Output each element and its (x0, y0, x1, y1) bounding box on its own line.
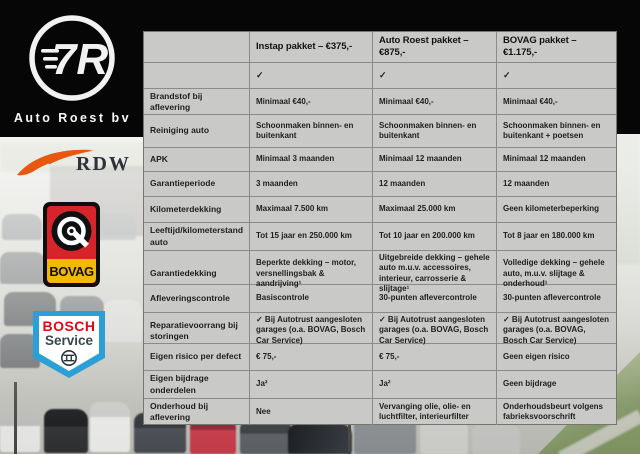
cell: Tot 8 jaar en 180.000 km (503, 231, 595, 241)
cell: 30-punten aflevercontrole (503, 293, 601, 303)
cell: Beperkte dekking – motor, versnellingsba… (250, 251, 373, 297)
cell: 12 maanden (503, 178, 550, 188)
cell: 3 maanden (250, 172, 373, 196)
table-row: Reiniging auto Schoonmaken binnen- en bu… (144, 115, 616, 148)
table-row: Onderhoud bij aflevering Nee Vervanging … (144, 399, 616, 426)
cell: Schoonmaken binnen- en buitenkant (250, 115, 373, 147)
auto-roest-logo: 7R (29, 15, 115, 101)
bosch-shield: BOSCH Service (39, 316, 99, 371)
table-row: Garantieperiode 3 maanden 12 maanden 12 … (144, 172, 616, 197)
cell: Schoonmaken binnen- en buitenkant + poet… (503, 120, 601, 140)
cell: Ja² (250, 371, 373, 398)
row-label: Leeftijd/kilometerstand auto (144, 223, 250, 250)
row-label: Eigen bijdrage onderdelen (144, 371, 250, 398)
row-label: APK (144, 148, 250, 171)
cell: € 75,- (250, 344, 373, 370)
cell: Geen bijdrage (503, 379, 557, 389)
logo-circle (29, 15, 115, 101)
row-label: Reparatievoorrang bij storingen (144, 313, 250, 349)
bosch-armature-icon (61, 349, 77, 366)
header-backdrop-right (616, 0, 640, 134)
cell: Maximaal 25.000 km (373, 197, 497, 222)
cell: Schoonmaken binnen- en buitenkant (373, 115, 497, 147)
check-cell: ✓ (250, 63, 373, 88)
row-label: Onderhoud bij aflevering (144, 399, 250, 426)
header-cell-instap: Instap pakket – €375,- (250, 32, 373, 62)
rdw-wordmark: RDW (76, 153, 130, 175)
cell: Minimaal €40,- (250, 89, 373, 116)
cell: Geen kilometerbeperking (503, 204, 600, 214)
cell: Maximaal 7.500 km (250, 197, 373, 222)
cell: 12 maanden (373, 172, 497, 196)
table-row: Eigen risico per defect € 75,- € 75,- Ge… (144, 344, 616, 371)
company-name: Auto Roest bv (13, 111, 132, 125)
cell: Volledige dekking – gehele auto, m.u.v. … (503, 258, 605, 288)
bovag-wordmark: BOVAG (49, 263, 94, 279)
row-label: Kilometerdekking (144, 197, 250, 222)
row-label: Garantieperiode (144, 172, 250, 196)
cell: € 75,- (373, 344, 497, 370)
bovag-emblem (47, 206, 96, 259)
bovag-wordmark-band: BOVAG (47, 259, 96, 283)
speed-line (43, 57, 58, 61)
table-row: Leeftijd/kilometerstand auto Tot 15 jaar… (144, 223, 616, 251)
row-label (144, 63, 250, 88)
table-row: Brandstof bij aflevering Minimaal €40,- … (144, 89, 616, 116)
header-cell-bovag: BOVAG pakket – €1.175,- (503, 34, 577, 58)
cell: Minimaal 3 maanden (250, 148, 373, 171)
speed-line (45, 65, 57, 69)
cell: Onderhoudsbeurt volgens fabrieksvoorschr… (503, 401, 604, 422)
cell: Ja² (373, 371, 497, 398)
check-cell: ✓ (503, 69, 511, 80)
logo-monogram: 7R (52, 35, 108, 84)
check-cell: ✓ (373, 63, 497, 88)
cell: Uitgebreide dekking – gehele auto m.u.v.… (373, 251, 497, 297)
cell: Vervanging olie, olie- en luchtfilter, i… (373, 399, 497, 426)
rdw-wing (17, 149, 94, 176)
header-cell-auto-roest: Auto Roest pakket – €875,- (373, 32, 497, 62)
row-label: Reiniging auto (144, 115, 250, 147)
cell: Minimaal 12 maanden (503, 154, 586, 164)
package-comparison-table: Instap pakket – €375,- Auto Roest pakket… (143, 31, 617, 426)
bovag-key-icon (51, 211, 92, 251)
table-row: Kilometerdekking Maximaal 7.500 km Maxim… (144, 197, 616, 223)
cell: Minimaal 12 maanden (373, 148, 497, 171)
speed-line (41, 49, 59, 53)
rdw-logo: RDW (17, 149, 130, 176)
cell: Minimaal €40,- (373, 89, 497, 116)
cell: Basiscontrole (250, 285, 373, 312)
cell: Tot 15 jaar en 250.000 km (250, 223, 373, 250)
cell: Minimaal €40,- (503, 96, 558, 106)
cell: ✓ Bij Autotrust aangesloten garages (o.a… (373, 313, 497, 349)
cell: Nee (250, 399, 373, 426)
table-row: Afleveringscontrole Basiscontrole 30-pun… (144, 285, 616, 313)
table-row: Eigen bijdrage onderdelen Ja² Ja² Geen b… (144, 371, 616, 399)
cell: Geen eigen risico (503, 351, 570, 361)
cell: 30-punten aflevercontrole (373, 285, 497, 312)
cell: ✓ Bij Autotrust aangesloten garages (o.a… (503, 315, 609, 345)
bosch-wordmark: BOSCH (42, 318, 96, 334)
bosch-service-label: Service (44, 333, 94, 349)
row-label: Afleveringscontrole (144, 285, 250, 312)
row-label: Garantiedekking (144, 251, 250, 297)
table-row: Reparatievoorrang bij storingen ✓ Bij Au… (144, 313, 616, 349)
table-row: Garantiedekking Beperkte dekking – motor… (144, 251, 616, 297)
included-row: ✓ ✓ ✓ (144, 63, 616, 89)
header-backdrop-left (0, 0, 145, 137)
table-row: APK Minimaal 3 maanden Minimaal 12 maand… (144, 148, 616, 172)
rdw-wing-detail (44, 150, 92, 164)
cell: ✓ Bij Autotrust aangesloten garages (o.a… (250, 313, 373, 349)
row-label: Eigen risico per defect (144, 344, 250, 370)
bovag-logo: BOVAG (43, 202, 100, 287)
cell: Tot 10 jaar en 200.000 km (373, 223, 497, 250)
table-header-row: Instap pakket – €375,- Auto Roest pakket… (144, 32, 616, 63)
row-label: Brandstof bij aflevering (144, 89, 250, 116)
header-cell-empty (144, 32, 250, 62)
